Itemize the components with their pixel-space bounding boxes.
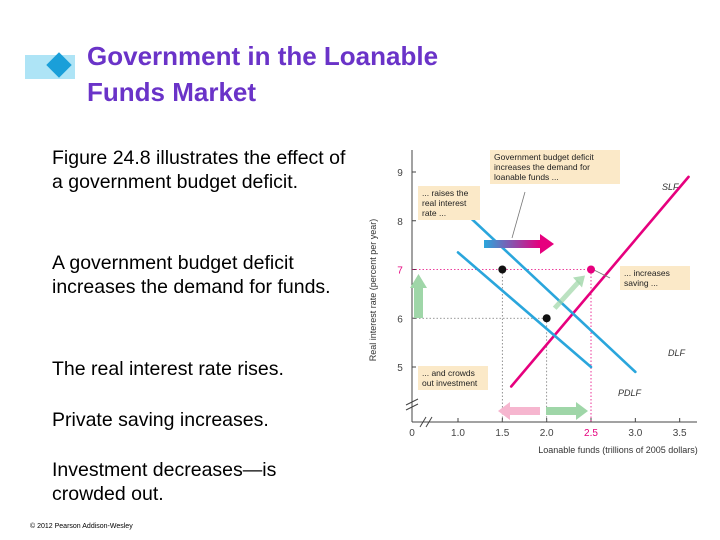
y-tick-label: 7 (397, 266, 403, 277)
demand-shift-arrow-body (484, 240, 540, 248)
bullet-figure: Figure 24.8 illustrates the effect of a … (52, 147, 346, 193)
x-tick-label: 2.5 (584, 428, 598, 439)
guide-lines (412, 269, 592, 422)
shift-arrows (410, 191, 611, 420)
investment-decrease-arrow-body (510, 407, 540, 415)
x-tick-label: 0 (409, 428, 415, 439)
copyright-notice: © 2012 Pearson Addison-Wesley (30, 523, 133, 530)
x-tick-label: 1.0 (451, 428, 465, 439)
slide-title-line-1: Government in the Loanable (87, 41, 439, 71)
slf-movement-arrow-body (552, 279, 581, 310)
x-tick-labels: 0 1.0 1.5 2.0 2.5 3.0 3.5 (409, 418, 687, 439)
equilibrium-points (498, 265, 596, 323)
x-tick-label: 3.0 (628, 428, 642, 439)
annotation-pointer-demand (511, 191, 526, 239)
curve-slf (509, 175, 690, 388)
equilibrium-point (542, 314, 551, 323)
x-tick-label: 2.0 (540, 428, 554, 439)
curve-label-dlf: DLF (668, 348, 686, 358)
x-axis-break (419, 416, 433, 428)
y-axis-label: Real interest rate (percent per year) (368, 219, 378, 362)
curve-dlf (456, 204, 637, 374)
equilibrium-point (498, 265, 507, 274)
slf-movement-arrow-head (573, 275, 586, 288)
x-tick-label: 1.5 (495, 428, 509, 439)
annotation-saving-increase: ... increases saving ... (620, 266, 690, 290)
curve-label-slf: SLF (662, 182, 679, 192)
curves (456, 175, 690, 388)
rate-rise-arrow-body (414, 286, 423, 318)
y-tick-labels: 5 6 7 8 9 (397, 168, 416, 374)
annotation-rate-rise: ... raises the real interest rate ... (418, 186, 480, 220)
y-tick-label: 9 (397, 168, 403, 179)
demand-shift-arrow-head (540, 234, 554, 254)
bullet-saving: Private saving increases. (52, 409, 269, 431)
saving-increase-arrow-body (546, 407, 576, 415)
annotation-demand-increase: Government budget deficit increases the … (490, 150, 620, 184)
y-tick-label: 8 (397, 217, 403, 228)
curve-pdlf (456, 251, 593, 369)
curve-label-pdlf: PDLF (618, 388, 642, 398)
curve-labels: SLF DLF PDLF (618, 182, 686, 398)
saving-increase-arrow-head (576, 402, 588, 420)
investment-decrease-arrow-head (498, 402, 510, 420)
equilibrium-point (587, 265, 596, 274)
y-tick-label: 6 (397, 314, 403, 325)
x-axis-label: Loanable funds (trillions of 2005 dollar… (538, 445, 698, 455)
annotation-crowding-out: ... and crowds out investment (418, 366, 488, 390)
annotation-pointer-saving (593, 269, 611, 279)
bullet-deficit: A government budget deficit increases th… (52, 252, 331, 298)
x-tick-label: 3.5 (673, 428, 687, 439)
y-axis-break (405, 398, 419, 411)
slide-title: Government in the Loanable Funds Market (87, 38, 547, 110)
bullet-rate: The real interest rate rises. (52, 358, 284, 380)
loanable-funds-chart: Real interest rate (percent per year) 0 1… (368, 150, 698, 455)
rate-rise-arrow-head (410, 274, 427, 288)
y-tick-label: 5 (397, 363, 403, 374)
slide-title-line-2: Funds Market (87, 77, 257, 107)
bullet-investment: Investment decreases—is crowded out. (52, 459, 277, 505)
